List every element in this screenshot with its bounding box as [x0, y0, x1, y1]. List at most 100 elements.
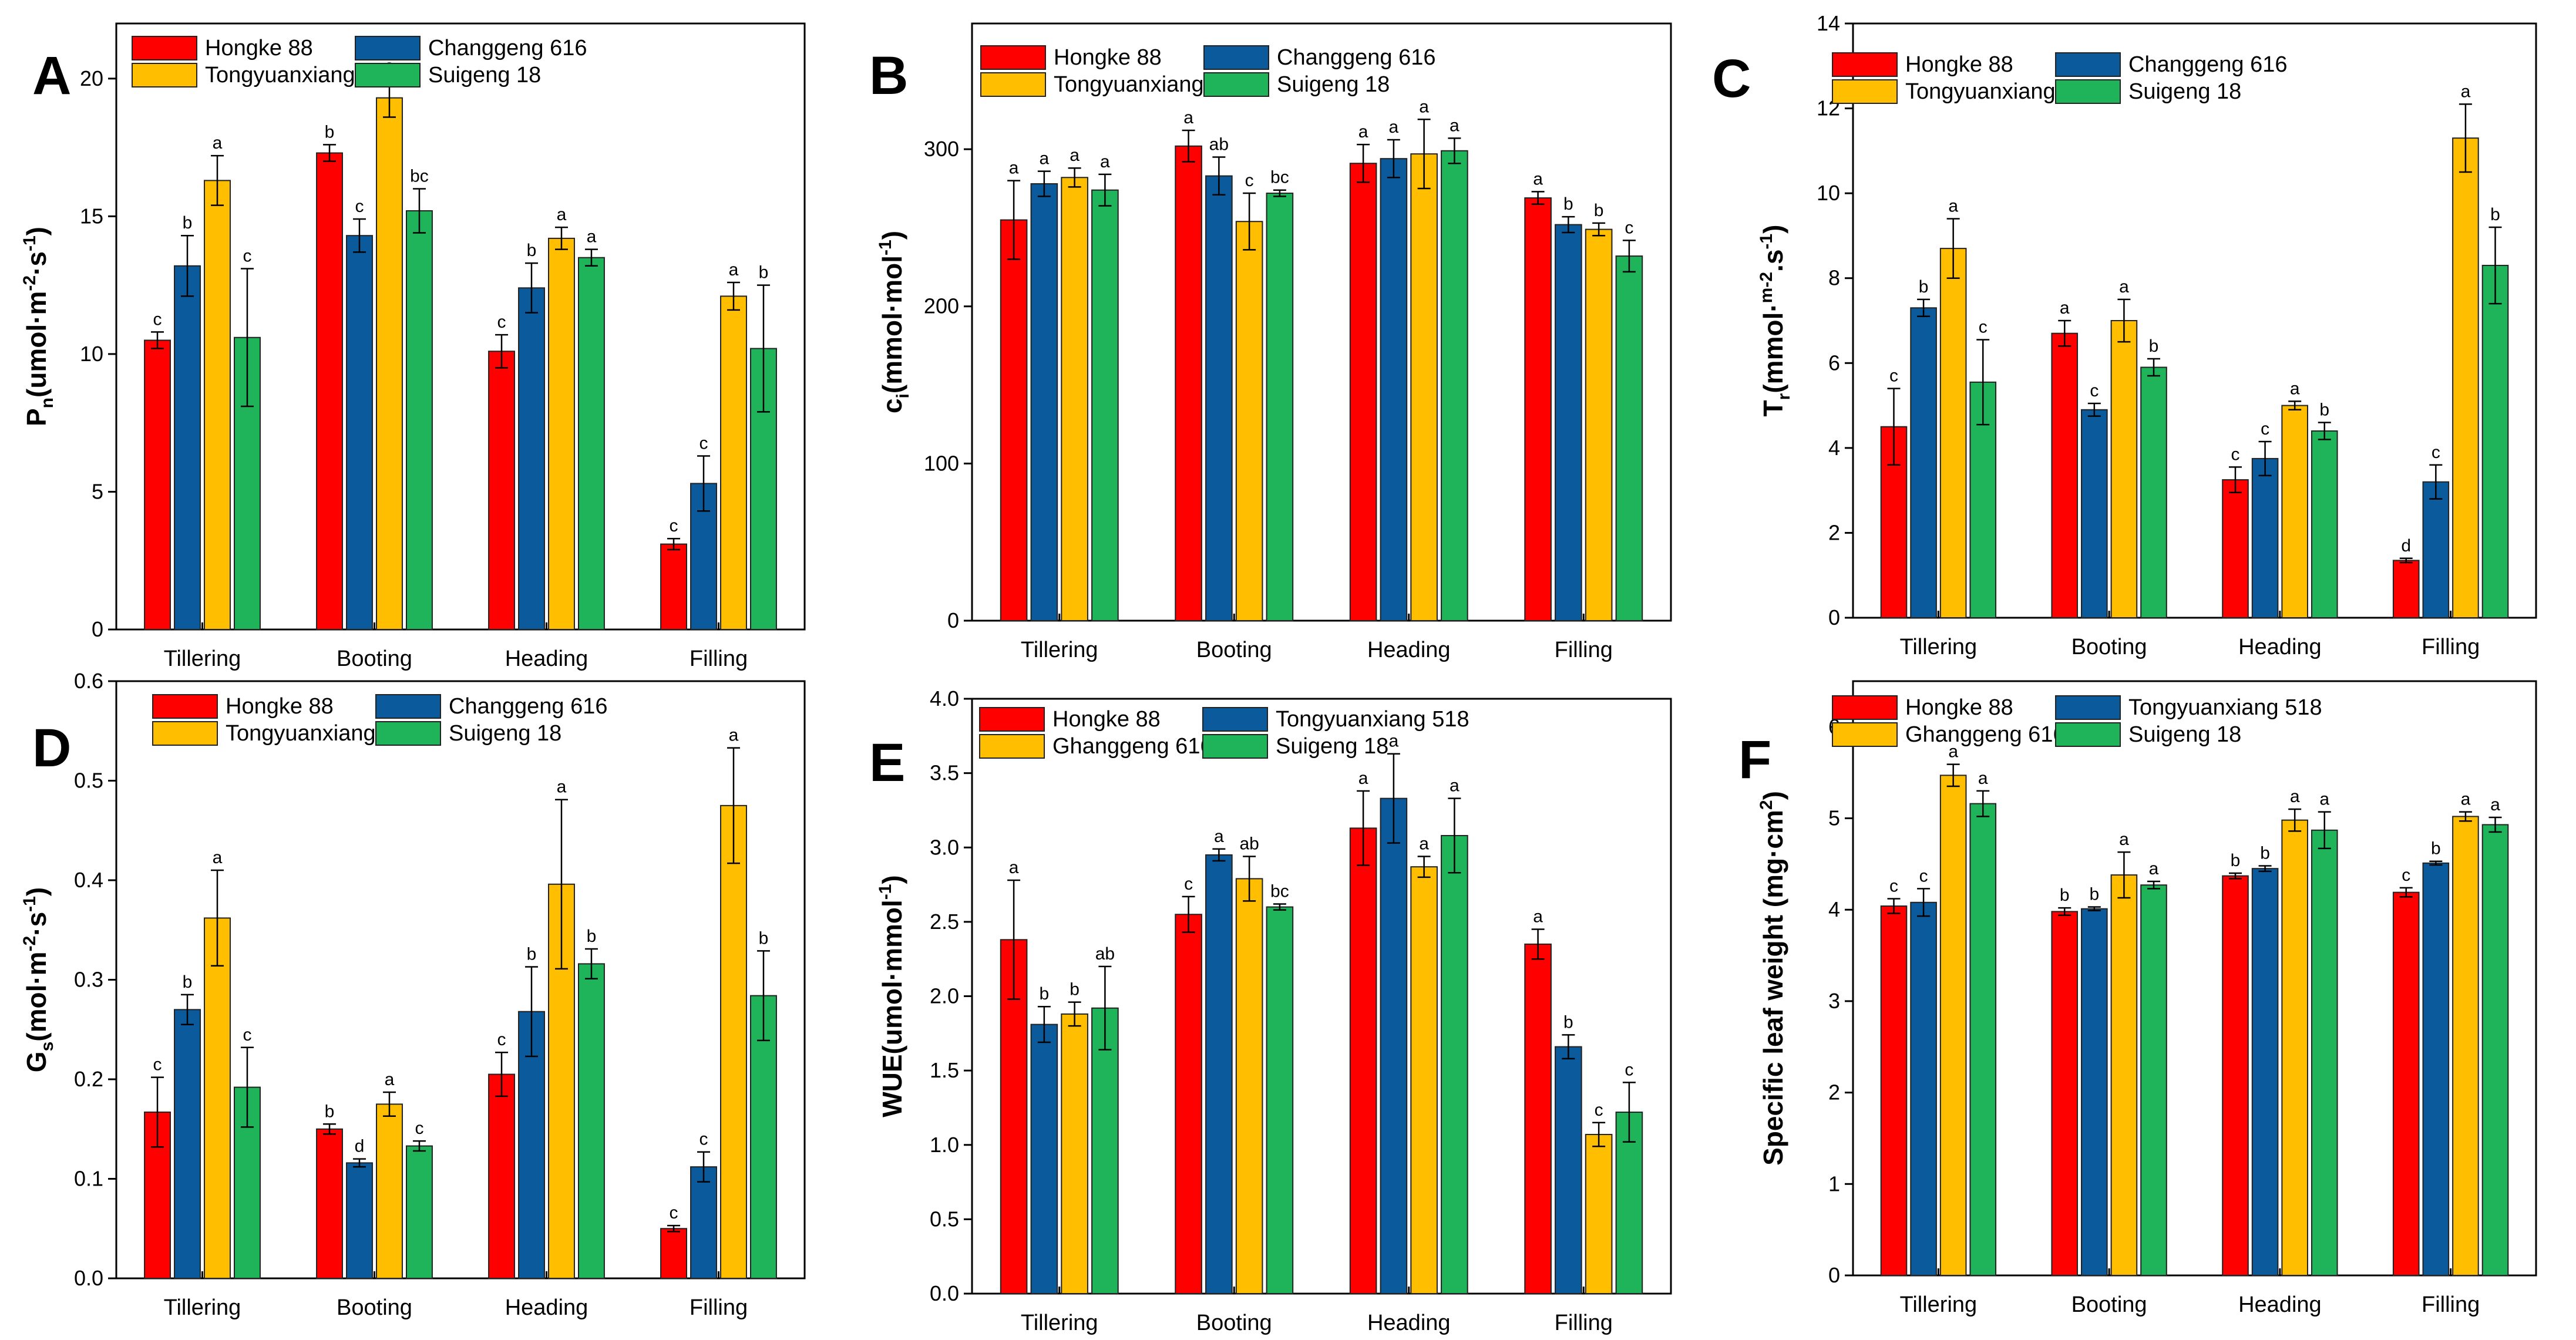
bar: [376, 97, 403, 630]
bar: [2392, 891, 2420, 1276]
bar: [1910, 901, 1937, 1276]
x-tick-label: Booting: [1196, 1311, 1272, 1335]
significance-label: a: [1533, 907, 1543, 927]
legend-swatch: [2055, 695, 2121, 720]
significance-label: ab: [1209, 134, 1229, 154]
bar: [1205, 854, 1233, 1294]
significance-label: a: [213, 848, 223, 867]
significance-label: a: [1533, 169, 1543, 188]
bar: [720, 804, 747, 1279]
significance-label: a: [2290, 787, 2300, 806]
significance-label: a: [1040, 149, 1050, 169]
y-tick-label: 4: [1828, 897, 1840, 921]
bar: [316, 1128, 344, 1279]
bar: [2222, 875, 2249, 1276]
y-tick-label: 10: [1817, 181, 1840, 205]
significance-label: a: [1358, 122, 1368, 142]
significance-label: c: [2432, 443, 2440, 462]
legend-label: Suigeng 18: [1277, 72, 1390, 97]
significance-label: c: [1184, 874, 1193, 894]
legend-swatch: [152, 694, 218, 719]
x-tick-label: Filling: [2422, 1292, 2480, 1317]
legend-label: Hongke 88: [1054, 45, 1162, 70]
y-axis-label: WUE(umol·mmol-1): [876, 875, 907, 1117]
legend-label: Changgeng 616: [428, 36, 587, 60]
legend-swatch: [132, 63, 197, 87]
y-tick-label: 0: [947, 608, 959, 632]
significance-label: a: [1009, 858, 1019, 877]
bar: [1091, 189, 1119, 622]
significance-label: c: [497, 1030, 506, 1049]
significance-label: b: [2060, 886, 2070, 905]
bar: [488, 351, 516, 631]
bar: [1555, 1046, 1582, 1294]
y-tick-label: 20: [80, 66, 103, 90]
y-tick-label: 15: [80, 204, 103, 228]
bar: [1939, 248, 1967, 619]
bar: [2452, 137, 2479, 618]
bar: [1266, 193, 1294, 621]
significance-label: b: [325, 122, 335, 142]
bar: [2392, 560, 2420, 619]
legend-swatch: [1832, 695, 1898, 720]
legend-label: Changgeng 616: [1277, 45, 1435, 70]
y-tick-label: 3.5: [930, 761, 959, 785]
bar: [1969, 803, 1997, 1276]
bar: [660, 543, 688, 631]
legend-swatch: [1203, 45, 1269, 70]
panel-letter: A: [32, 46, 71, 106]
significance-label: b: [2431, 839, 2441, 858]
bar: [174, 265, 201, 630]
bar: [174, 1009, 201, 1279]
y-tick-label: 0.4: [74, 868, 103, 892]
significance-label: d: [2401, 536, 2411, 555]
bar: [2051, 332, 2079, 619]
significance-label: c: [1889, 366, 1898, 386]
x-tick-label: Booting: [337, 1295, 412, 1320]
significance-label: a: [1419, 97, 1429, 116]
panel-letter: E: [869, 733, 905, 793]
significance-label: c: [1245, 171, 1254, 190]
bar: [2051, 911, 2079, 1276]
bar: [1555, 224, 1582, 621]
legend-label: Hongke 88: [1905, 695, 2013, 720]
y-axis-label: ci(mmol·mol-1): [876, 231, 913, 413]
significance-label: a: [2119, 277, 2129, 297]
y-tick-label: 0.5: [74, 769, 103, 793]
y-tick-label: 0.3: [74, 968, 103, 992]
bar: [1585, 1134, 1613, 1294]
significance-label: a: [1389, 732, 1399, 751]
y-tick-label: 0: [1828, 1263, 1840, 1287]
bar: [1175, 914, 1202, 1294]
significance-label: a: [1214, 827, 1224, 846]
x-tick-label: Booting: [2071, 1292, 2147, 1317]
y-axis-label: Gs(mol·m-2·s-1): [20, 887, 57, 1072]
bar: [1410, 153, 1438, 621]
bar: [2422, 481, 2450, 619]
bar: [2110, 320, 2138, 618]
significance-label: a: [1183, 108, 1193, 127]
significance-label: b: [1563, 1012, 1573, 1032]
x-tick-label: Filling: [1555, 638, 1613, 662]
bar: [1235, 878, 1263, 1294]
legend-swatch: [355, 36, 421, 60]
x-tick-label: Tillering: [164, 647, 241, 671]
significance-label: a: [587, 227, 597, 247]
panel-letter: B: [869, 46, 908, 106]
plot-frame: [971, 22, 1672, 622]
x-tick-label: Heading: [2238, 635, 2322, 659]
legend-swatch: [2055, 722, 2121, 747]
legend-label: Hongke 88: [1905, 52, 2013, 77]
significance-label: b: [1594, 201, 1604, 220]
x-tick-label: Tillering: [1021, 638, 1098, 662]
significance-label: c: [1625, 1060, 1633, 1079]
significance-label: c: [700, 433, 708, 453]
significance-label: c: [415, 1119, 423, 1138]
significance-label: b: [2231, 851, 2241, 870]
x-tick-label: Filling: [2422, 635, 2480, 659]
bar: [405, 1145, 433, 1279]
significance-label: a: [1100, 152, 1110, 171]
bar: [1349, 163, 1377, 622]
significance-label: b: [2260, 843, 2270, 863]
legend-label: Hongke 88: [226, 694, 334, 719]
